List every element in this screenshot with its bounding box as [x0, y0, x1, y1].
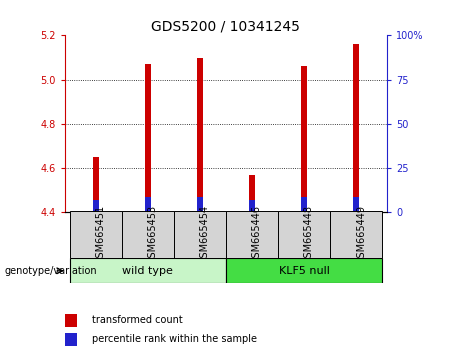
- Bar: [70, 258, 226, 283]
- Text: percentile rank within the sample: percentile rank within the sample: [92, 335, 257, 344]
- Bar: [330, 211, 382, 258]
- Text: GDS5200 / 10341245: GDS5200 / 10341245: [152, 19, 300, 34]
- Text: GSM665448: GSM665448: [304, 205, 314, 264]
- Bar: [70, 211, 122, 258]
- Bar: [65, 314, 77, 327]
- Bar: [93, 200, 99, 212]
- Text: transformed count: transformed count: [92, 315, 183, 325]
- Bar: [226, 258, 382, 283]
- Bar: [278, 211, 330, 258]
- Bar: [122, 211, 174, 258]
- Bar: [197, 198, 203, 212]
- Text: KLF5 null: KLF5 null: [278, 266, 330, 276]
- Bar: [145, 64, 151, 212]
- Bar: [353, 198, 359, 212]
- Bar: [93, 157, 99, 212]
- Text: genotype/variation: genotype/variation: [5, 266, 97, 276]
- Bar: [249, 175, 255, 212]
- Bar: [174, 211, 226, 258]
- Text: GSM665451: GSM665451: [96, 205, 106, 264]
- Bar: [301, 67, 307, 212]
- Bar: [301, 198, 307, 212]
- Bar: [145, 198, 151, 212]
- Bar: [249, 200, 255, 212]
- Text: GSM665453: GSM665453: [148, 205, 158, 264]
- Text: GSM665446: GSM665446: [252, 205, 262, 264]
- Text: GSM665449: GSM665449: [356, 205, 366, 264]
- Text: GSM665454: GSM665454: [200, 205, 210, 264]
- Bar: [353, 44, 359, 212]
- Bar: [197, 58, 203, 212]
- Bar: [65, 333, 77, 346]
- Bar: [226, 211, 278, 258]
- Text: wild type: wild type: [122, 266, 173, 276]
